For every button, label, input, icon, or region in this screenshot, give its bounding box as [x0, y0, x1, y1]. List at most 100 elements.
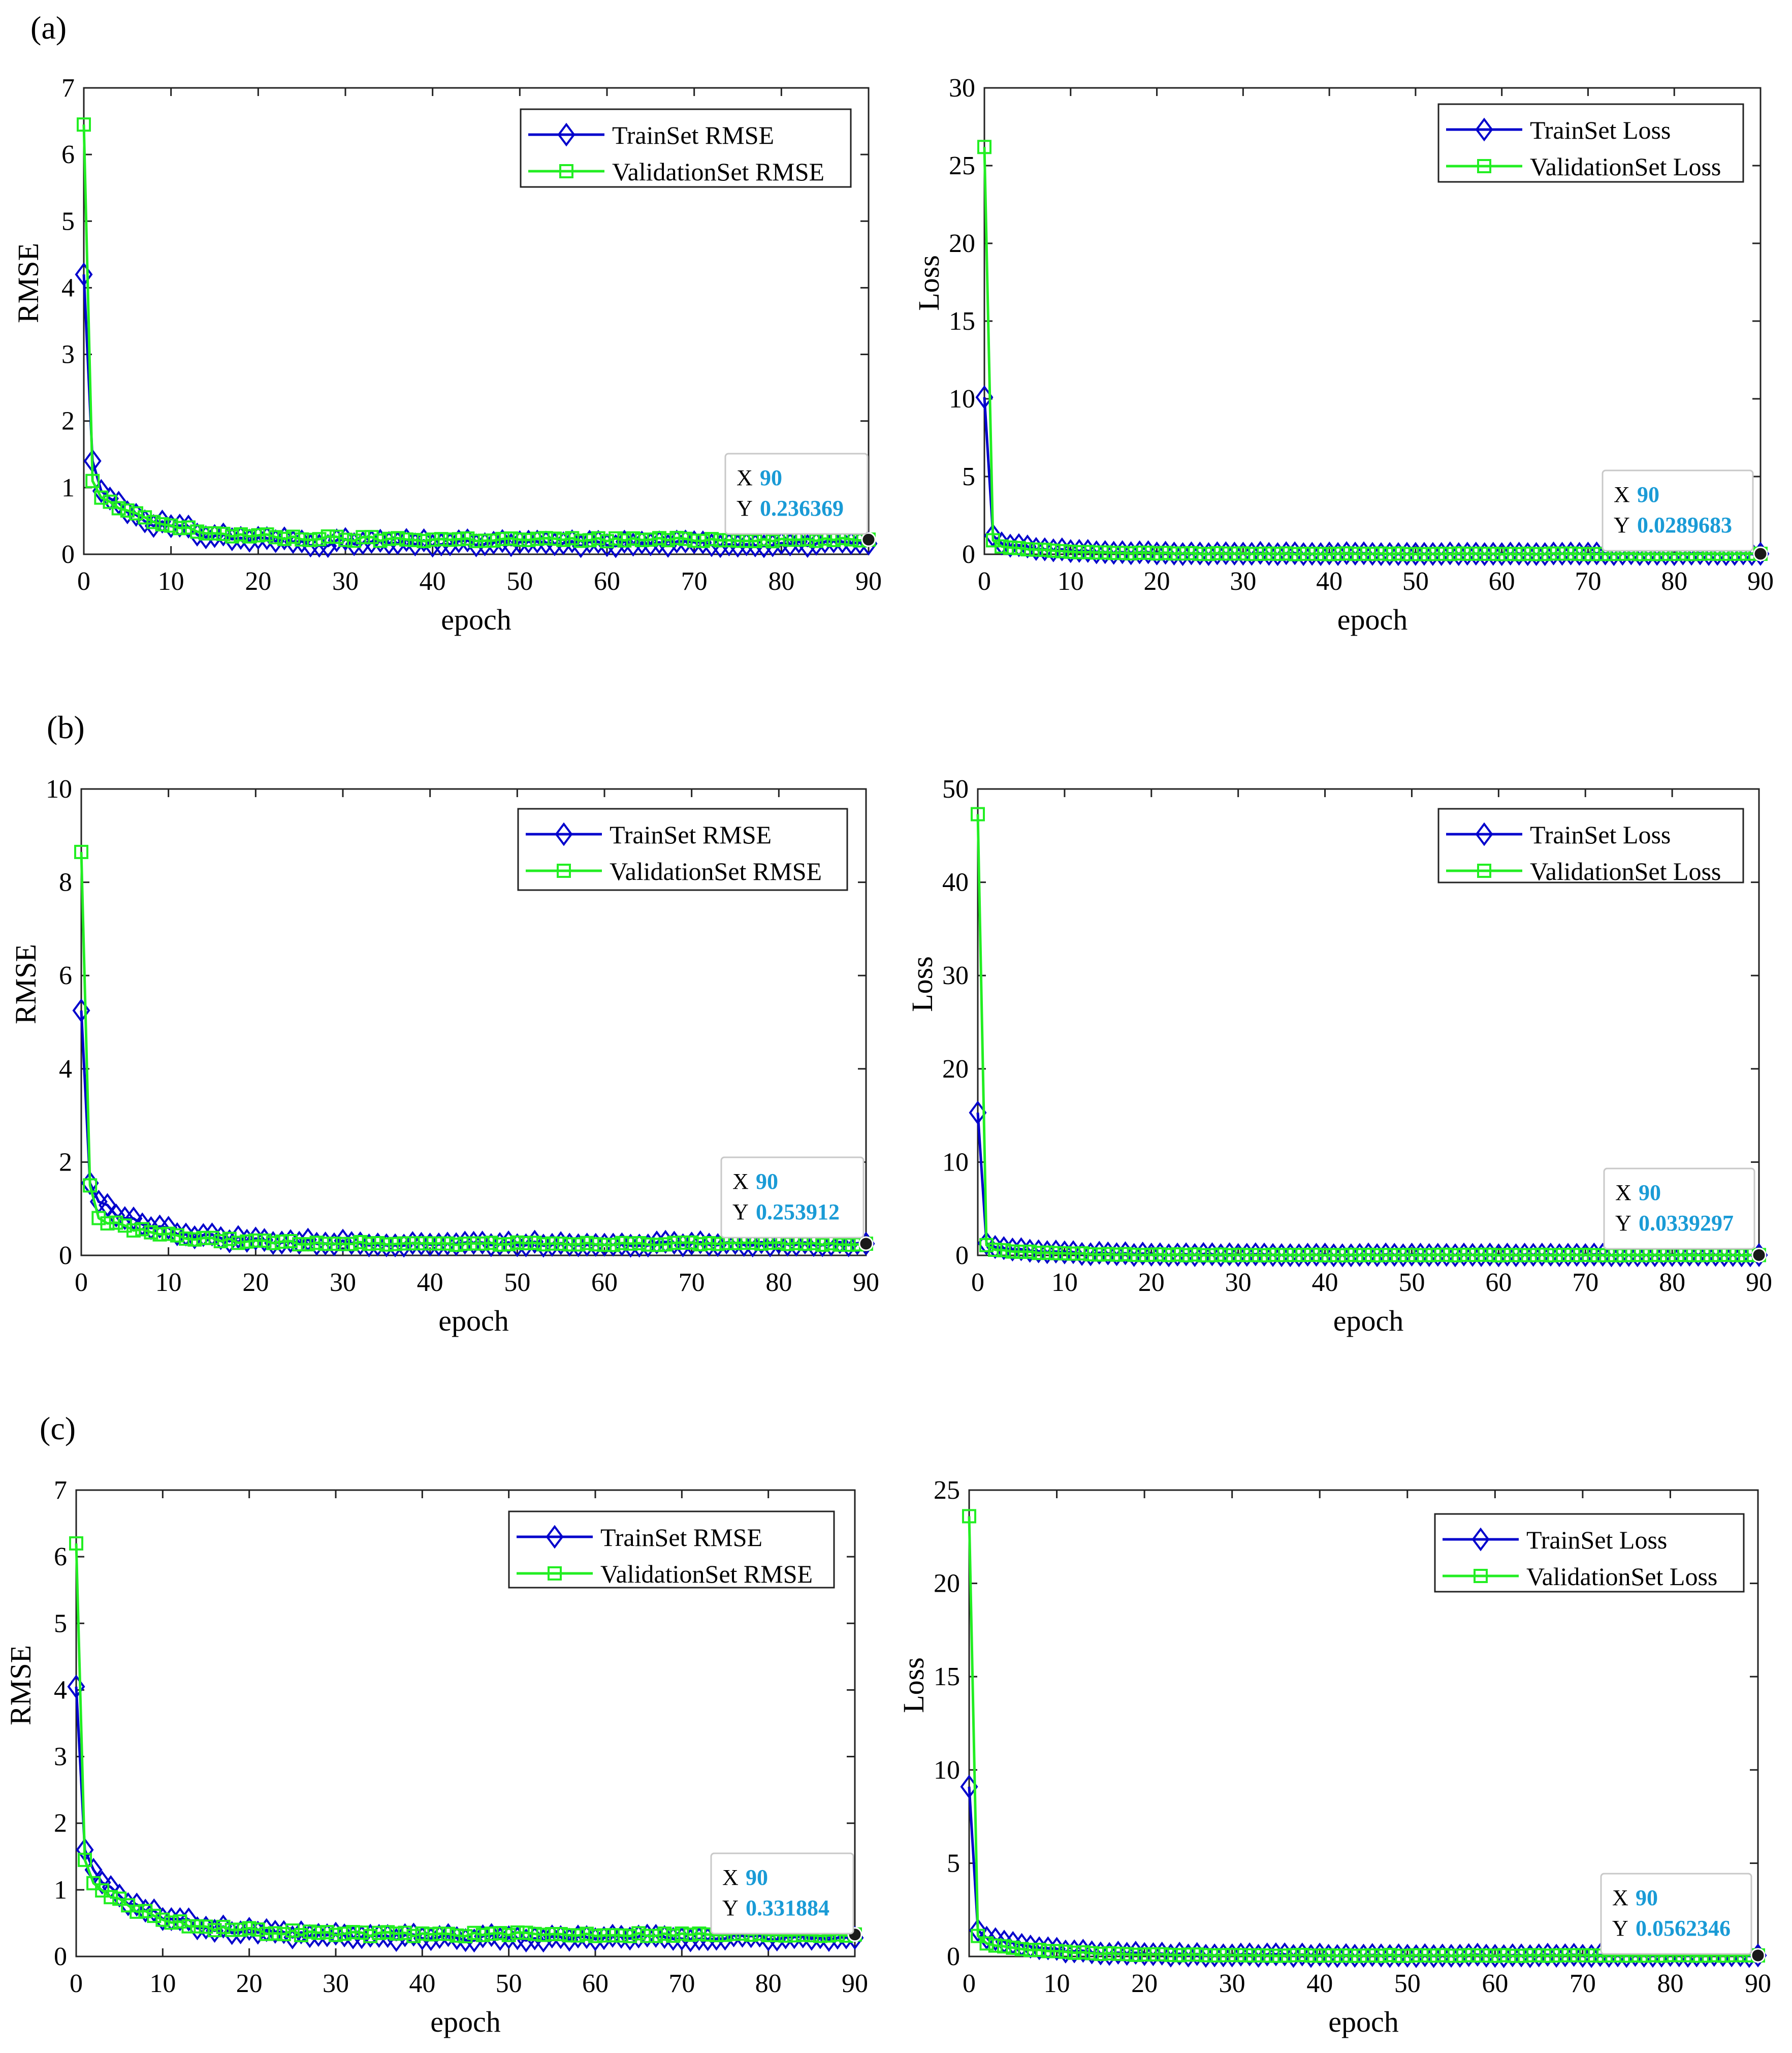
validation-point [1483, 1247, 1497, 1262]
validation-point [370, 1236, 385, 1251]
validation-point [1523, 1948, 1538, 1963]
datatip-x-label: X [737, 465, 753, 490]
validation-point [233, 1922, 248, 1937]
validation-point [675, 1926, 689, 1941]
validation-point [1198, 1948, 1213, 1963]
validation-point [1076, 1945, 1091, 1960]
validation-point [1118, 1247, 1133, 1261]
validation-point [423, 1236, 437, 1251]
validation-point [1196, 1248, 1211, 1262]
validation-point [1003, 540, 1017, 555]
validation-point [1101, 1247, 1115, 1261]
x-tick-label: 70 [1572, 1268, 1598, 1297]
legend-marker-diamond [1475, 822, 1493, 846]
validation-point [605, 1928, 620, 1943]
datatip-marker[interactable] [1751, 1247, 1767, 1262]
y-tick-label: 0 [947, 1942, 960, 1971]
y-tick-label: 4 [54, 1676, 67, 1704]
validation-point [649, 1929, 663, 1943]
x-tick-label: 0 [978, 567, 991, 596]
datatip-marker[interactable] [1750, 1948, 1766, 1963]
validation-point [1356, 1948, 1371, 1963]
validation-point [658, 1237, 673, 1252]
validation-point [161, 1226, 176, 1241]
validation-point [1031, 1246, 1046, 1260]
x-tick-label: 80 [1659, 1268, 1685, 1297]
validation-point [614, 1928, 629, 1943]
validation-point [705, 532, 719, 547]
validation-point [138, 510, 152, 525]
validation-point [1111, 1946, 1126, 1961]
validation-point [1084, 1946, 1099, 1961]
x-axis-label: epoch [1333, 1304, 1404, 1337]
datatip-y-value: 0.0339297 [1639, 1211, 1734, 1236]
validation-point [138, 1904, 153, 1918]
y-axis-label: Loss [912, 255, 945, 311]
validation-point [475, 1236, 490, 1251]
validation-point [1011, 541, 1026, 555]
validation-point [1322, 547, 1337, 561]
validation-point [1517, 1248, 1532, 1262]
validation-point [1365, 1948, 1380, 1963]
legend [520, 108, 852, 188]
validation-point [1460, 546, 1475, 561]
x-tick-label: 0 [963, 1969, 976, 1998]
validation-point [329, 1928, 343, 1942]
validation-point [231, 1236, 245, 1250]
validation-point [205, 1230, 219, 1245]
validation-point [1128, 1947, 1143, 1962]
validation-point [1260, 1948, 1274, 1963]
validation-point [530, 531, 545, 546]
validation-point [414, 1236, 429, 1251]
x-tick-label: 10 [1051, 1268, 1078, 1297]
x-tick-label: 90 [1746, 1268, 1772, 1297]
validation-point [477, 533, 492, 548]
validation-point [545, 1926, 559, 1941]
validation-point [164, 1915, 179, 1930]
validation-point [431, 1236, 446, 1251]
validation-point [425, 532, 440, 547]
train-point [110, 491, 128, 515]
validation-point [1491, 1248, 1506, 1262]
validation-point [1365, 547, 1380, 561]
legend-marker-diamond [557, 122, 575, 147]
validation-point [1046, 543, 1061, 558]
validation-point [460, 531, 475, 546]
legend-marker-diamond [546, 1525, 564, 1549]
x-tick-label: 30 [1230, 567, 1256, 596]
legend-entry: TrainSet RMSE [610, 820, 772, 849]
validation-point [257, 1234, 272, 1248]
validation-point [1465, 1248, 1480, 1262]
validation-point [657, 1926, 672, 1941]
datatip-box [724, 453, 869, 535]
legend [517, 808, 848, 891]
validation-point [997, 1939, 1012, 1954]
datatip-x-label: X [1614, 482, 1630, 507]
validation-point [683, 1928, 698, 1942]
validation-point [1456, 1247, 1471, 1262]
validation-point [1538, 547, 1552, 561]
validation-point [678, 531, 693, 546]
validation-point [311, 1925, 326, 1940]
validation-point [1391, 1948, 1406, 1963]
validation-point [700, 1927, 715, 1942]
datatip-marker[interactable] [858, 1236, 874, 1251]
series-line-validation [80, 851, 867, 1246]
validation-point [225, 1922, 239, 1937]
validation-point [467, 1925, 482, 1940]
datatip-marker[interactable] [1753, 546, 1768, 561]
validation-point [83, 1178, 98, 1193]
validation-point [695, 533, 710, 548]
validation-point [356, 530, 370, 545]
y-axis-label: RMSE [12, 243, 45, 323]
validation-point [1348, 1948, 1362, 1963]
datatip-marker[interactable] [861, 532, 876, 547]
validation-point [1296, 546, 1311, 561]
validation-point [1072, 545, 1086, 559]
validation-point [1470, 1948, 1485, 1963]
validation-point [363, 1929, 378, 1943]
validation-point [309, 1236, 324, 1250]
validation-point [1543, 1248, 1558, 1262]
validation-point [1379, 1248, 1393, 1262]
